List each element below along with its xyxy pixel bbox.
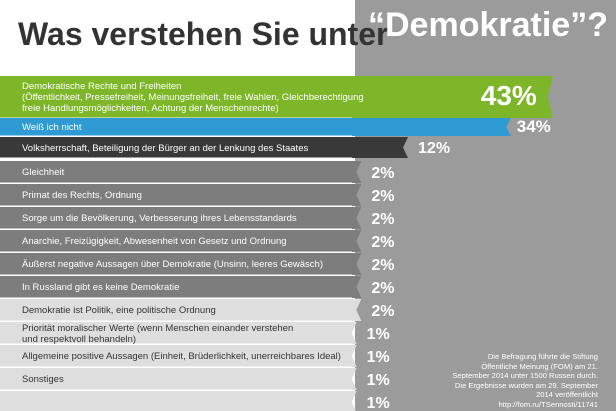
value-label: 34%: [516, 117, 551, 137]
category-band: [0, 161, 352, 183]
category-label: Primat des Rechts, Ordnung: [22, 190, 142, 201]
bar: [352, 299, 362, 321]
bar: [352, 118, 511, 136]
category-label: Äußerst negative Aussagen über Demokrati…: [22, 259, 323, 270]
value-label: 2%: [371, 302, 395, 320]
bar: [352, 253, 362, 275]
value-label: 2%: [371, 279, 395, 297]
category-band: [0, 76, 352, 118]
category-band: [0, 368, 352, 390]
bar: [352, 184, 362, 206]
bar: [352, 76, 553, 118]
bar: [352, 207, 362, 229]
right-panel: [355, 0, 616, 411]
category-label: Sonstiges: [22, 374, 64, 385]
chart-title-part-1: Was verstehen Sie unter: [18, 16, 389, 52]
bar: [352, 230, 362, 252]
bar: [351, 368, 357, 390]
value-label: 1%: [366, 348, 390, 366]
value-label: 1%: [366, 325, 390, 343]
category-band: [0, 184, 352, 206]
category-label: Anarchie, Freizügigkeit, Abwesenheit von…: [22, 236, 287, 247]
bar: [352, 137, 409, 158]
category-label: Weiß ich nicht: [22, 122, 82, 133]
category-label: Sorge um die Bevölkerung, Verbesserung i…: [22, 213, 297, 224]
category-label: Allgemeine positive Aussagen (Einheit, B…: [22, 351, 341, 362]
category-label: Gleichheit: [22, 167, 65, 178]
category-band: [0, 253, 352, 275]
value-label: 2%: [371, 187, 395, 205]
category-label: Priorität moralischer Werte (wenn Mensch…: [22, 322, 294, 345]
value-label: 12%: [418, 140, 451, 158]
bar: [352, 161, 362, 183]
bar: [351, 345, 357, 367]
value-label: 43%: [480, 80, 537, 112]
chart-title-part-2: “Demokratie”?: [368, 6, 608, 44]
category-label: Volksherrschaft, Beteiligung der Bürger …: [22, 142, 309, 154]
value-label: 1%: [366, 394, 390, 411]
category-band: [0, 391, 352, 411]
category-band: [0, 299, 352, 321]
category-label: Demokratische Rechte und Freiheiten (Öff…: [22, 81, 364, 114]
category-label: In Russland gibt es keine Demokratie: [22, 282, 180, 293]
value-label: 2%: [371, 164, 395, 182]
value-label: 1%: [366, 371, 390, 389]
value-label: 2%: [371, 256, 395, 274]
category-label: Demokratie ist Politik, eine politische …: [22, 305, 216, 316]
category-band: [0, 276, 352, 298]
category-band: [0, 207, 352, 229]
category-band: [0, 137, 352, 158]
value-label: 2%: [371, 210, 395, 228]
bar: [352, 276, 362, 298]
bar: [351, 391, 357, 411]
category-band: [0, 345, 352, 367]
value-label: 2%: [371, 233, 395, 251]
category-band: [0, 322, 352, 344]
category-band: [0, 118, 352, 136]
category-band: [0, 230, 352, 252]
bar: [351, 322, 357, 344]
survey-note: Die Befragung führte die Stiftung Öffent…: [452, 352, 598, 409]
